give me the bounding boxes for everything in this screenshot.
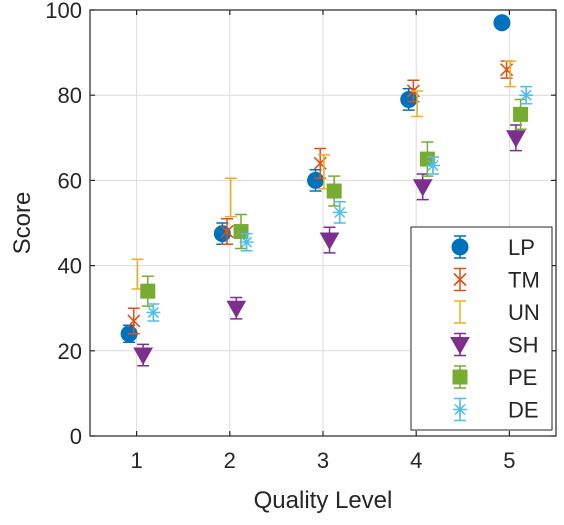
legend-marker [451, 238, 469, 256]
legend-error-bar [454, 300, 466, 324]
data-point [213, 225, 231, 243]
legend-label: DE [508, 398, 539, 423]
legend-item-de: DE [453, 398, 539, 423]
series-de [146, 85, 534, 322]
data-series [120, 14, 534, 367]
data-point [323, 171, 325, 173]
legend-item-pe: PE [452, 365, 537, 390]
data-point [136, 273, 139, 275]
legend-item-un: UN [454, 300, 540, 325]
legend-marker [450, 337, 470, 355]
series-sh [133, 124, 526, 367]
x-tick-label: 4 [410, 448, 422, 473]
data-point [326, 183, 342, 199]
legend-item-lp: LP [451, 235, 535, 260]
data-point [133, 347, 153, 366]
data-point [509, 73, 511, 75]
y-tick-label: 0 [70, 424, 82, 449]
data-point [220, 224, 234, 239]
series-un [131, 60, 517, 290]
data-point [425, 158, 440, 173]
data-point [140, 283, 156, 299]
data-point [127, 314, 141, 328]
y-tick-label: 100 [45, 0, 82, 23]
y-tick-label: 60 [58, 168, 82, 193]
data-point [400, 90, 418, 108]
y-tick-label: 20 [58, 339, 82, 364]
axis-ticks: 1 2 3 4 5 0 20 40 60 80 100 [45, 0, 556, 473]
legend-label: LP [508, 235, 535, 260]
data-point [416, 103, 418, 105]
legend-label: TM [508, 268, 540, 293]
legend-item-sh: SH [450, 333, 539, 358]
data-point [332, 205, 347, 220]
x-tick-label: 5 [503, 448, 515, 473]
legend-box [410, 226, 553, 431]
x-axis-label: Quality Level [254, 487, 393, 514]
legend-marker [453, 402, 467, 417]
data-point [239, 235, 254, 250]
x-tick-label: 3 [317, 448, 329, 473]
data-point [230, 196, 232, 199]
y-tick-label: 40 [58, 254, 82, 279]
data-point [146, 305, 161, 320]
data-point [226, 300, 247, 319]
data-point [506, 130, 526, 148]
series-pe [140, 98, 529, 307]
data-point [513, 106, 529, 122]
legend-label: UN [508, 300, 540, 325]
x-tick-label: 1 [130, 448, 142, 473]
data-point [412, 179, 433, 197]
legend: LP TM UN SH PE DE [410, 226, 553, 431]
data-point [519, 88, 534, 103]
legend-label: PE [508, 365, 537, 390]
data-point [307, 171, 325, 189]
legend-item-tm: TM [453, 268, 540, 293]
data-point [493, 14, 511, 32]
x-tick-label: 2 [224, 448, 236, 473]
legend-marker [452, 369, 468, 385]
legend-label: SH [508, 333, 539, 358]
legend-marker [453, 272, 467, 287]
y-axis-label: Score [9, 192, 36, 255]
y-tick-label: 80 [58, 83, 82, 108]
data-point [319, 232, 340, 251]
data-point [233, 224, 249, 240]
